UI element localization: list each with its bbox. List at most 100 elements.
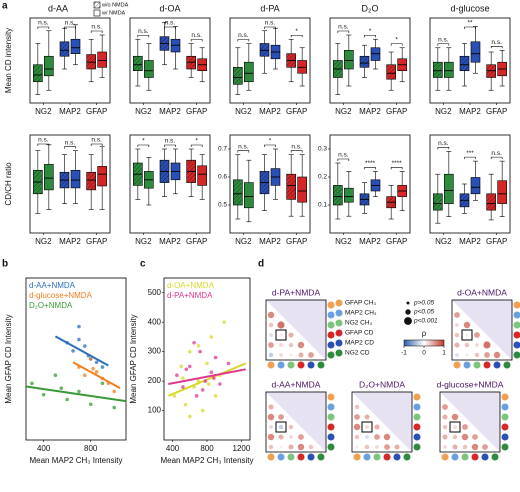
x-tick-label: NG2 xyxy=(35,237,52,246)
rho-circle xyxy=(355,445,358,448)
colorbar xyxy=(404,340,444,346)
x-tick-label: MAP2 xyxy=(459,237,481,246)
significance-label: * xyxy=(295,28,298,35)
significance-label: n.s. xyxy=(65,139,76,146)
colorbar-label: ρ xyxy=(422,329,427,338)
p-legend-circle xyxy=(405,309,410,314)
rho-circle xyxy=(268,434,274,440)
x-tick-label: NG2 xyxy=(335,237,352,246)
variable-label: MAP2 CH₃ xyxy=(345,310,377,317)
column-marker xyxy=(404,454,411,461)
rho-circle xyxy=(279,333,282,336)
significance-label: * xyxy=(369,28,372,35)
scatter-point xyxy=(227,362,231,366)
scatter-point xyxy=(207,382,211,386)
x-tick-label: 400 xyxy=(166,444,180,453)
rho-circle xyxy=(442,404,448,410)
rho-circle xyxy=(375,445,379,449)
significance-label: **** xyxy=(365,160,376,167)
significance-label: n.s. xyxy=(291,143,302,150)
significance-label: * xyxy=(195,138,198,145)
row-marker xyxy=(328,424,335,431)
significance-bracket xyxy=(265,145,276,147)
row-marker xyxy=(514,352,520,359)
x-tick-label: NG2 xyxy=(135,237,152,246)
x-tick-label: 800 xyxy=(84,444,98,453)
rho-circle xyxy=(443,445,447,449)
row-marker xyxy=(502,424,509,431)
rho-circle xyxy=(455,323,459,327)
scatter-point xyxy=(101,365,105,369)
x-axis-label: Mean MAP2 CH₃ Intensity xyxy=(29,456,122,465)
column-marker xyxy=(494,362,501,369)
scatter-point xyxy=(195,394,199,398)
scatter-point xyxy=(175,373,179,377)
row-marker xyxy=(414,394,421,401)
column-marker xyxy=(474,362,481,369)
box xyxy=(33,65,42,82)
column-marker xyxy=(384,454,391,461)
rho-circle xyxy=(298,434,304,440)
column-marker xyxy=(492,454,499,461)
significance-label: n.s. xyxy=(238,32,249,39)
box xyxy=(471,42,480,62)
significance-bracket xyxy=(238,40,249,42)
row-marker xyxy=(514,342,520,349)
legend-label: d-OA+NMDA xyxy=(167,281,215,290)
box xyxy=(71,39,80,53)
variable-label: GFAP CH₃ xyxy=(345,300,376,307)
legend-label: w/o NMDA xyxy=(101,2,129,8)
rho-circle xyxy=(355,435,359,439)
significance-label: n.s. xyxy=(438,36,449,43)
significance-label: n.s. xyxy=(265,20,276,27)
box xyxy=(287,174,296,199)
rho-circle xyxy=(482,444,488,450)
significance-label: n.s. xyxy=(491,39,502,46)
legend-label: d-glucose+NMDA xyxy=(29,291,93,300)
box xyxy=(244,62,253,82)
y-tick-label: 500 xyxy=(148,288,162,297)
p-legend-label: p>0.05 xyxy=(413,300,434,307)
scatter-point xyxy=(203,379,207,383)
significance-bracket xyxy=(138,35,149,37)
significance-bracket xyxy=(438,44,449,46)
scatter-point xyxy=(214,356,218,360)
significance-label: **** xyxy=(392,160,403,167)
rho-circle xyxy=(268,312,274,318)
rho-circle xyxy=(269,323,273,327)
plot-frame xyxy=(430,18,510,103)
variable-label: GFAP CD xyxy=(345,330,374,337)
scatter-point xyxy=(188,365,192,369)
scatter-point xyxy=(91,367,95,371)
x-tick-label: GFAP xyxy=(286,237,307,246)
p-legend-label: p<0.05 xyxy=(413,309,434,316)
rho-circle xyxy=(472,444,478,450)
scatter-point xyxy=(197,344,201,348)
rho-circle xyxy=(355,405,359,409)
row-marker xyxy=(328,444,335,451)
box xyxy=(344,50,353,69)
rho-circle xyxy=(462,424,468,430)
significance-label: n.s. xyxy=(138,28,149,35)
subplot-title: d-glucose xyxy=(450,3,489,13)
box xyxy=(244,183,253,208)
fit-line xyxy=(168,363,245,395)
column-marker xyxy=(464,362,471,369)
rho-circle xyxy=(384,444,390,450)
rho-circle xyxy=(277,321,284,328)
fit-line xyxy=(55,336,108,365)
row-marker xyxy=(514,312,520,319)
variable-marker xyxy=(336,300,343,307)
scatter-point xyxy=(185,368,189,372)
column-marker xyxy=(308,454,315,461)
legend-label: d-PA+NMDA xyxy=(167,291,213,300)
rho-circle xyxy=(465,353,468,356)
column-marker xyxy=(268,454,275,461)
matrix-title: d-PA+NMDA xyxy=(272,287,321,297)
significance-bracket xyxy=(138,145,149,147)
scatter-point xyxy=(218,382,222,386)
variable-label: MAP2 CD xyxy=(345,340,374,347)
rho-circle xyxy=(475,343,479,347)
significance-bracket xyxy=(438,147,449,149)
column-marker xyxy=(288,454,295,461)
